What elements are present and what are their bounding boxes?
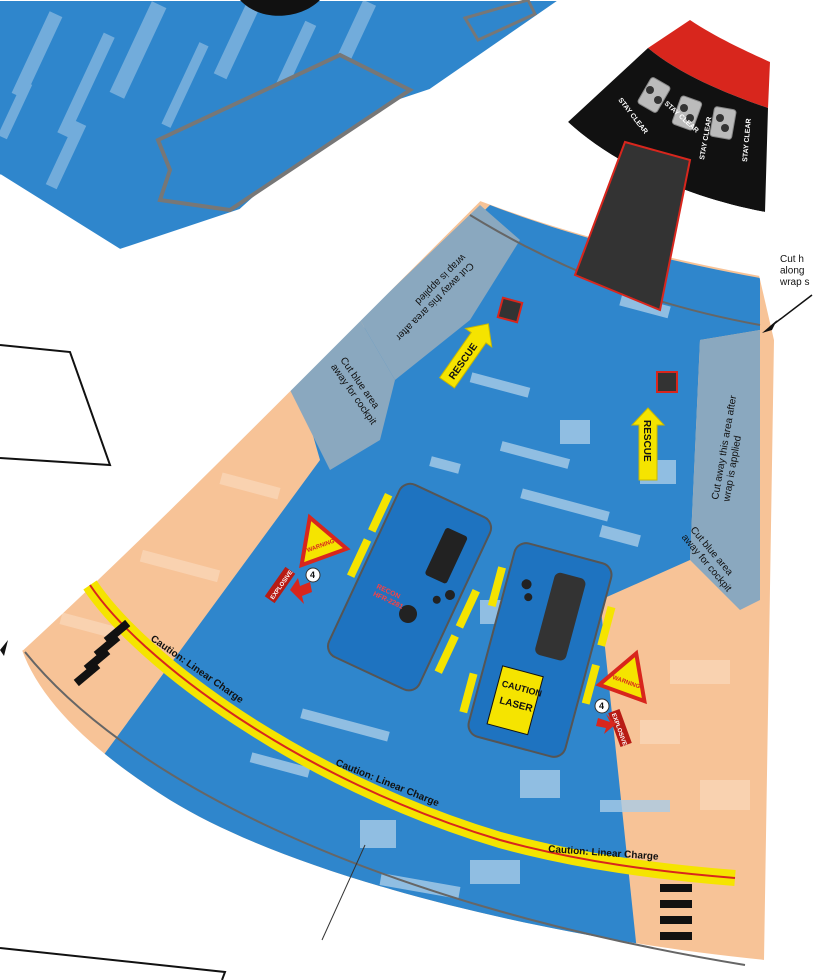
stay-clear-label: STAY CLEAR (742, 118, 753, 162)
warning-triangle: WARNING (299, 513, 351, 569)
warning-triangle: WARNING (595, 649, 647, 705)
outline-shape-left (0, 344, 112, 467)
top-wrap-piece (0, 0, 562, 252)
side-note: Cut h along wrap s (762, 254, 813, 333)
red-arrow (596, 714, 616, 734)
rescue-arrow: RESCUE (630, 407, 666, 481)
stay-clear-band: STAY CLEAR STAY CLEAR STAY CLEAR STAY CL… (510, 20, 770, 272)
vent-slats-right (660, 884, 692, 940)
pointer-arrow-left (0, 640, 8, 656)
number-badge: 4 (305, 567, 321, 583)
red-arrow (290, 578, 312, 604)
outline-shape-bottom (0, 947, 227, 980)
rescue-square (496, 296, 524, 324)
rescue-label: RESCUE (641, 420, 652, 462)
cockpit-wrap-piece: RESCUE RESCUE Cut away this area afterwr… (21, 140, 777, 966)
control-panel-right: CAUTION LASER (459, 542, 616, 758)
vent-slats-left (73, 619, 131, 687)
leader-line (321, 844, 366, 941)
side-note-text: Cut h along wrap s (779, 254, 809, 288)
svg-text:4: 4 (599, 701, 604, 711)
svg-text:4: 4 (310, 570, 315, 580)
control-panel-left: RECONHFR-2281 (327, 482, 493, 692)
rescue-square (656, 371, 678, 393)
number-badge: 4 (594, 698, 610, 714)
